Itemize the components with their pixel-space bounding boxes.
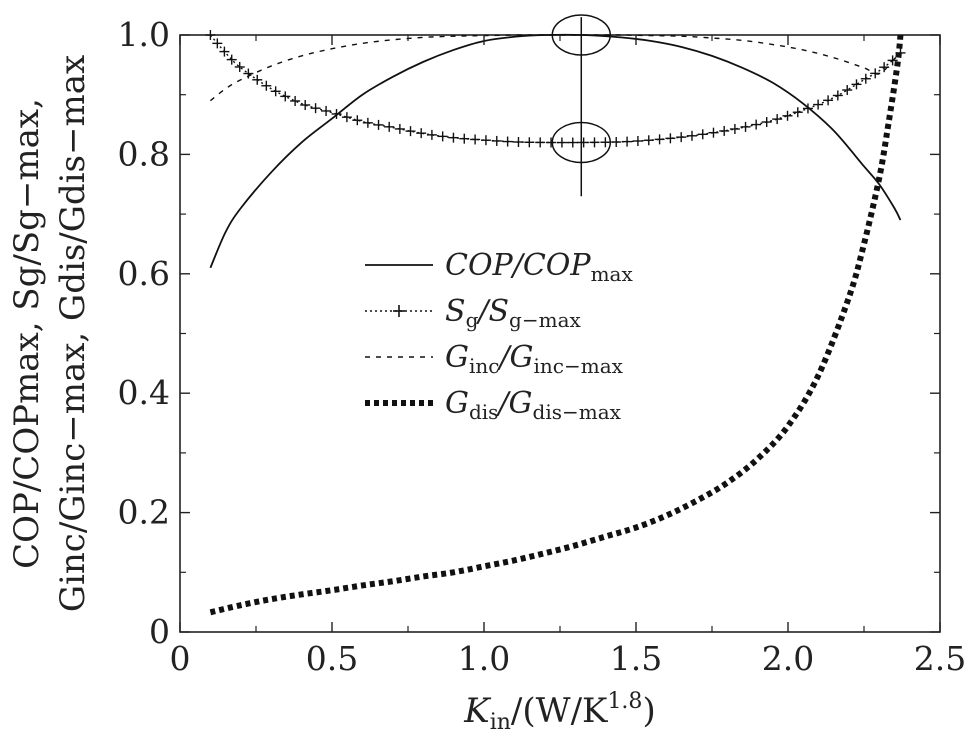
y-tick-label: 1.0 [118, 15, 170, 54]
series-marker-plus [622, 136, 633, 147]
series-marker-plus [600, 137, 611, 148]
series-marker-plus [772, 114, 783, 125]
series-marker-plus [578, 137, 589, 148]
series-marker-plus [729, 124, 740, 135]
series-marker-plus [697, 129, 708, 140]
y-tick-label: 0.4 [118, 373, 170, 412]
y-axis-label-line1: COP/COPmax, Sg/Sg−max, [7, 98, 47, 569]
series-line-dotted-plus [209, 34, 901, 144]
series-marker-plus [437, 131, 448, 142]
series-marker-plus [751, 119, 762, 130]
y-tick-label: 0 [149, 612, 170, 651]
legend-entry: Sg/Sg−max [365, 294, 581, 332]
series-marker-plus [740, 121, 751, 132]
series-marker-plus [394, 123, 405, 134]
series-marker-plus [513, 137, 524, 148]
series-marker-plus [261, 80, 272, 91]
y-tick-label: 0.2 [118, 493, 170, 532]
series-marker-plus [373, 119, 384, 130]
legend-entry: COP/COPmax [365, 248, 633, 286]
series-marker-plus [362, 117, 373, 128]
series-marker-plus [491, 135, 502, 146]
series-marker-plus [243, 68, 254, 79]
series-marker-plus [270, 86, 281, 97]
x-tick-label: 2.5 [914, 639, 966, 678]
legend-label: Ginc/Ginc−max [445, 340, 624, 378]
legend-label: Gdis/Gdis−max [445, 386, 622, 424]
series-layer [205, 30, 906, 616]
series-marker-plus [459, 133, 470, 144]
series-marker-plus [567, 137, 578, 148]
series-marker-plus [589, 137, 600, 148]
series-marker-plus [321, 105, 332, 116]
series-marker-plus [676, 132, 687, 143]
series-marker-plus [416, 128, 427, 139]
x-axis-label: Kin/(W/K1.8) [463, 689, 655, 735]
series-marker-plus [686, 130, 697, 141]
legend-label: Sg/Sg−max [445, 294, 581, 332]
series-marker-plus [611, 137, 622, 148]
series-marker-plus [842, 85, 853, 96]
series-marker-plus [851, 79, 862, 90]
series-marker-plus [761, 117, 772, 128]
legend-layer: COP/COPmax Sg/Sg−max Ginc/Ginc−max Gdis/Gdi… [365, 248, 633, 424]
series-marker-plus [813, 99, 824, 110]
series-marker-plus [643, 135, 654, 146]
series-marker-plus [480, 135, 491, 146]
series-marker-plus [352, 115, 363, 126]
series-marker-plus [470, 134, 481, 145]
series-marker-plus [802, 103, 813, 114]
axis-layer: 0 0.5 1.0 1.5 2.0 2.5 0 0.2 0.4 0.6 0.8 1.0 Kin/(W/K… [7, 15, 966, 735]
plot-frame [179, 34, 941, 633]
series-marker-plus [219, 46, 230, 57]
x-tick-label: 0 [170, 639, 191, 678]
series-marker-plus [524, 137, 535, 148]
series-marker-plus [535, 137, 546, 148]
x-tick-label: 2.0 [762, 639, 814, 678]
series-marker-plus [300, 99, 311, 110]
series-marker-plus [384, 121, 395, 132]
series-marker-plus [405, 126, 416, 137]
legend-entry: Gdis/Gdis−max [365, 386, 622, 424]
series-marker-plus [782, 110, 793, 121]
series-marker-plus [280, 91, 291, 102]
plot-frame-layer [179, 34, 941, 633]
series-marker-plus [546, 137, 557, 148]
series-marker-plus [234, 61, 245, 72]
x-tick-label: 0.5 [306, 639, 358, 678]
series-marker-plus [252, 74, 263, 85]
series-marker-plus [310, 103, 321, 114]
series-marker-plus [708, 127, 719, 138]
series-marker-plus [290, 95, 301, 106]
series-marker-plus [502, 136, 513, 147]
y-axis-label-line2: Ginc/Ginc−max, Gdis/Gdis−max [53, 55, 93, 612]
series-marker-plus [719, 125, 730, 136]
annotation-layer [551, 14, 612, 197]
legend-entry: Ginc/Ginc−max [365, 340, 624, 378]
series-marker-plus [426, 129, 437, 140]
series-marker-plus [792, 107, 803, 118]
series-marker-plus [341, 112, 352, 123]
series-marker-plus [632, 136, 643, 147]
series-marker-plus [823, 95, 834, 106]
series-marker-plus [832, 90, 843, 101]
legend-label: COP/COPmax [445, 248, 633, 286]
series-marker-plus [654, 134, 665, 145]
series-marker-plus [665, 133, 676, 144]
series-marker-plus [212, 38, 223, 49]
y-tick-label: 0.8 [118, 134, 170, 173]
series-marker-plus [205, 30, 216, 40]
x-tick-label: 1.0 [458, 639, 510, 678]
y-tick-label: 0.6 [118, 254, 170, 293]
series-marker-plus [226, 54, 237, 65]
series-line-dashed [209, 34, 901, 102]
series-marker-plus [556, 137, 567, 148]
series-marker-plus [860, 73, 871, 84]
series-marker-plus [331, 108, 342, 119]
series-marker-plus [448, 132, 459, 143]
x-tick-label: 1.5 [610, 639, 662, 678]
series-line-thick-dotted [209, 34, 904, 616]
